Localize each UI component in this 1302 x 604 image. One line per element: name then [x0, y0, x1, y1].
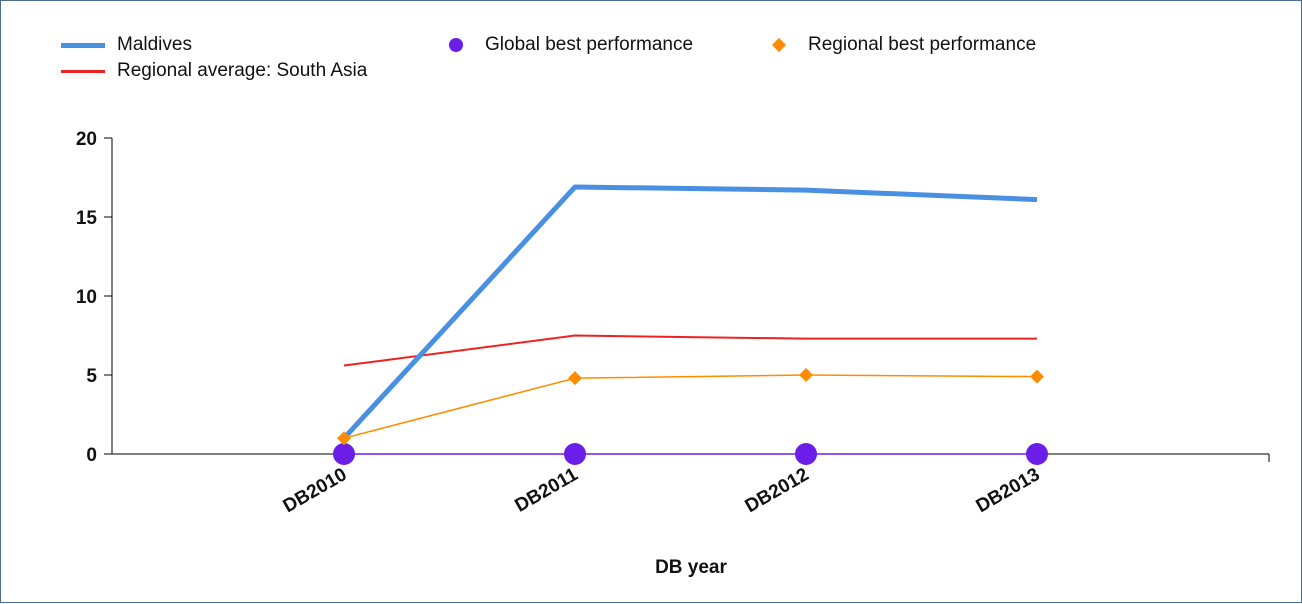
x-tick-label: DB2013 — [973, 464, 1044, 517]
x-tick-label: DB2010 — [280, 464, 351, 517]
legend-label-regional-best: Regional best performance — [808, 34, 1037, 55]
legend-swatch-maldives — [61, 42, 105, 48]
regional-best-point — [799, 368, 813, 382]
global-best-point — [564, 443, 586, 465]
global-best-point — [795, 443, 817, 465]
legend-item-regional-average: Regional average: South Asia — [61, 60, 367, 82]
y-tick-label: 5 — [86, 366, 97, 387]
y-tick-label: 0 — [86, 445, 97, 466]
regional-best-point — [1030, 369, 1044, 384]
legend-swatch-global-best — [449, 38, 463, 52]
chart-legend: Maldives Regional average: South Asia Gl… — [61, 34, 1161, 94]
regional-best-point — [568, 371, 582, 386]
y-tick-label: 10 — [76, 287, 97, 308]
y-tick-label: 20 — [76, 129, 97, 150]
y-tick-label: 15 — [76, 208, 98, 229]
x-axis-title: DB year — [655, 557, 727, 578]
series-line-regional-best — [343, 374, 1038, 439]
legend-label-regional-average: Regional average: South Asia — [117, 60, 368, 81]
legend-label-global-best: Global best performance — [485, 34, 694, 55]
global-best-point — [1026, 443, 1048, 465]
legend-label-maldives: Maldives — [117, 34, 192, 55]
x-tick-label: DB2012 — [742, 464, 813, 517]
legend-item-global-best: Global best performance — [449, 34, 693, 56]
chart-series — [333, 184, 1048, 465]
series-line-maldives — [342, 184, 1038, 440]
legend-item-maldives: Maldives — [61, 34, 192, 56]
global-best-point — [333, 443, 355, 465]
series-line-regional-average — [343, 334, 1037, 367]
regional-best-point — [337, 431, 351, 446]
legend-swatch-regional-average — [61, 69, 105, 73]
x-tick-label: DB2011 — [512, 464, 582, 517]
legend-item-regional-best: Regional best performance — [771, 34, 1037, 56]
